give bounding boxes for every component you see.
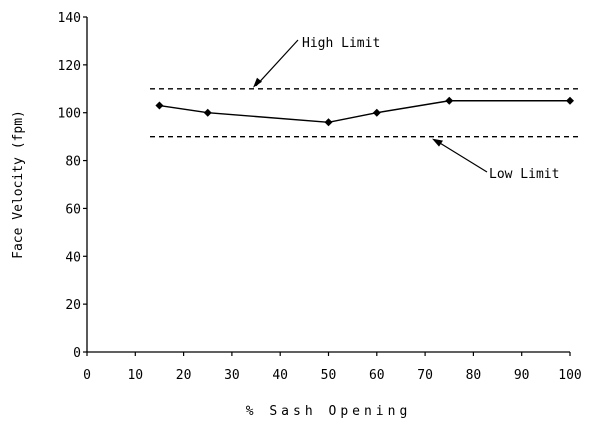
series-line <box>159 100 570 123</box>
y-tick-label: 120 <box>58 59 81 74</box>
high-limit-arrow-shaft <box>255 39 299 87</box>
y-tick-label: 0 <box>73 346 81 361</box>
x-tick-label: 0 <box>83 368 91 383</box>
high-limit-arrowhead <box>253 77 262 88</box>
y-tick-label: 80 <box>65 155 81 170</box>
y-tick-label: 60 <box>65 202 81 217</box>
data-point <box>155 101 164 110</box>
data-point <box>203 108 212 117</box>
y-axis-title: Face Velocity (fpm) <box>11 110 26 259</box>
y-tick-label: 140 <box>58 11 81 26</box>
x-tick-label: 100 <box>558 368 581 383</box>
x-tick-label: 90 <box>514 368 530 383</box>
x-tick-label: 80 <box>466 368 482 383</box>
data-point <box>324 118 333 127</box>
axes: 0 10 20 30 40 50 60 70 80 90 100 0 20 40 60 80 100 120 140 <box>58 11 582 383</box>
data-series <box>155 96 574 127</box>
x-tick-label: 70 <box>417 368 433 383</box>
x-tick-label: 30 <box>224 368 240 383</box>
data-point <box>566 96 574 105</box>
y-tick-label: 20 <box>65 298 81 313</box>
y-tick-label: 40 <box>65 250 81 265</box>
x-tick-label: 60 <box>369 368 385 383</box>
x-tick-label: 50 <box>321 368 337 383</box>
x-tick-label: 20 <box>176 368 192 383</box>
data-point <box>372 108 381 117</box>
x-tick-label: 10 <box>127 368 143 383</box>
x-tick-label: 40 <box>272 368 288 383</box>
high-limit-label: High Limit <box>302 36 380 51</box>
low-limit-arrowhead <box>432 138 443 147</box>
low-limit-label: Low Limit <box>489 167 559 182</box>
annotations: High Limit Low Limit <box>253 36 559 182</box>
x-axis-title: % Sash Opening <box>246 404 412 419</box>
data-point <box>445 96 454 105</box>
y-tick-label: 100 <box>58 107 81 122</box>
low-limit-arrow-shaft <box>435 140 488 173</box>
